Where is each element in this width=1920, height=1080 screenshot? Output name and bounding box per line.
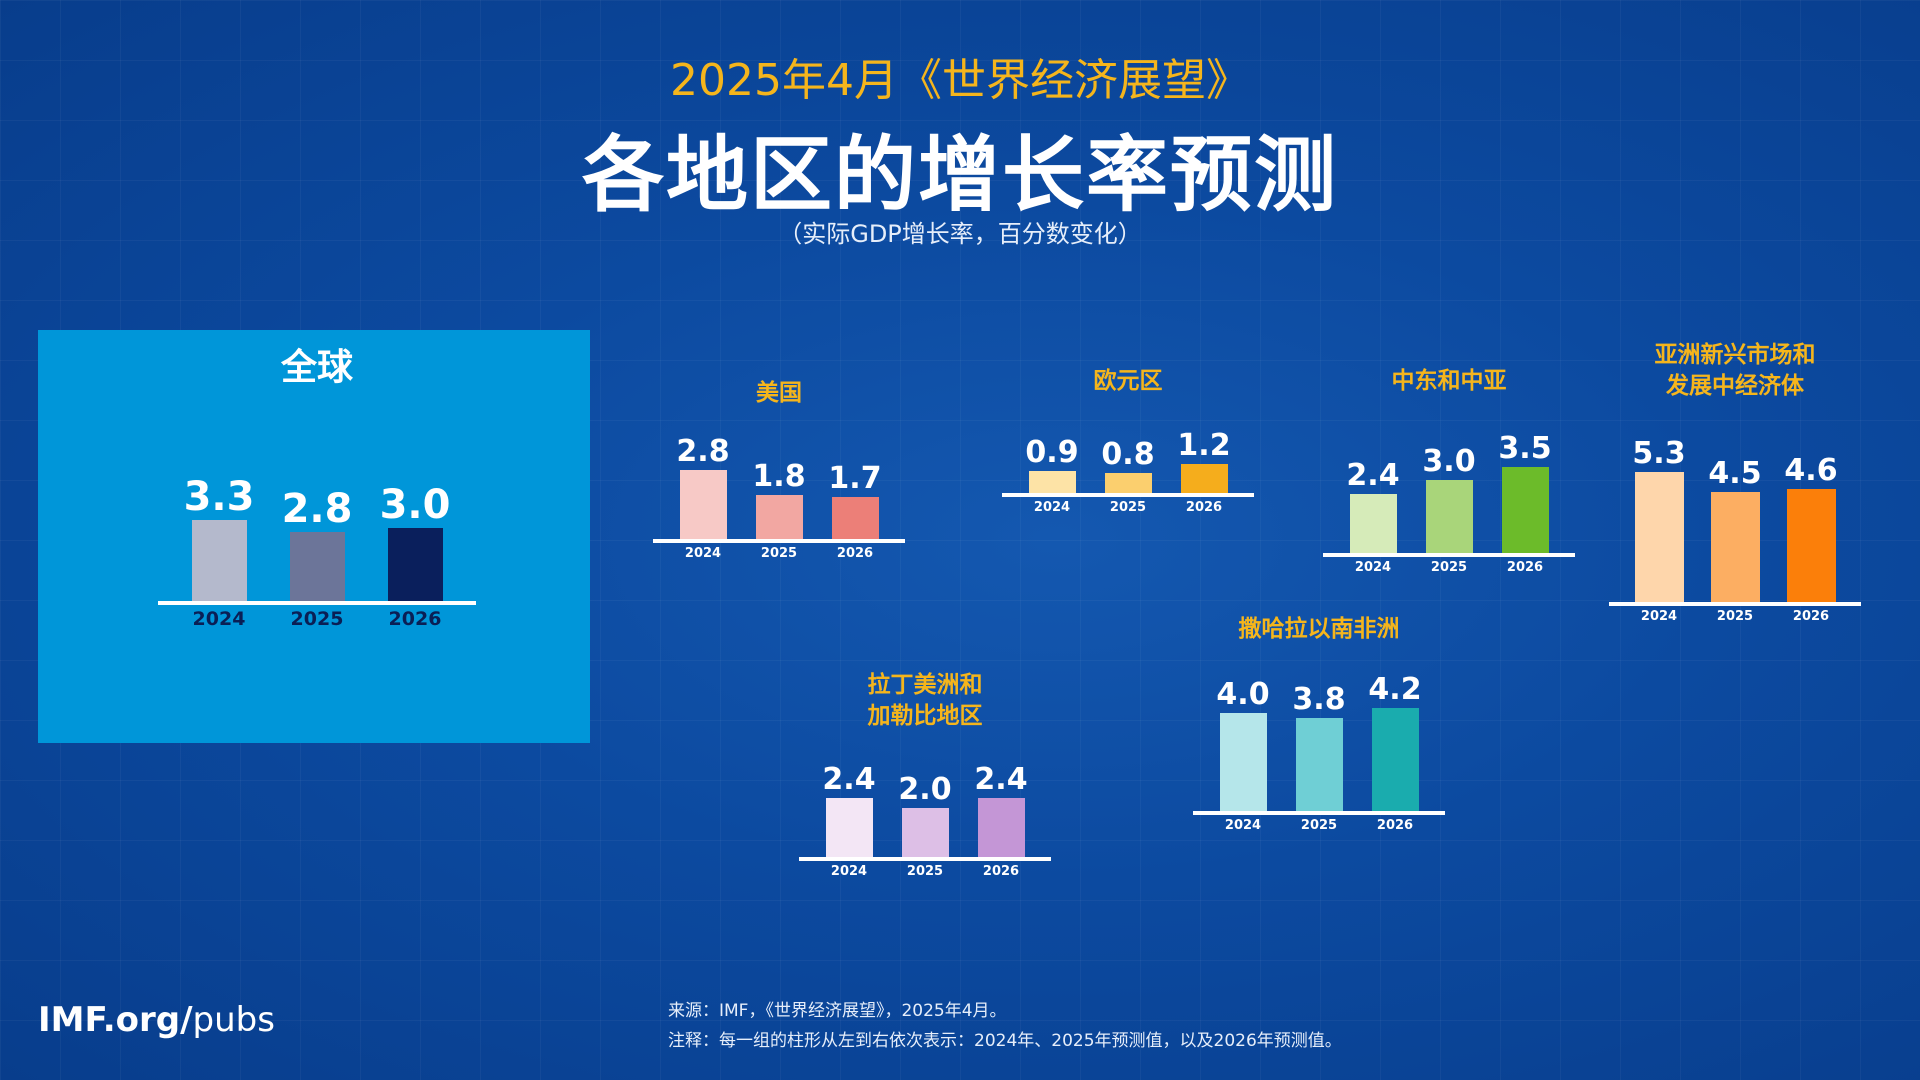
bar-2025 [1710,491,1760,602]
bar-2024 [1349,494,1397,553]
data-label: 3.5 [1498,431,1552,467]
tick-label: 2024 [192,608,246,630]
chart-baseline [158,601,476,605]
data-label: 2.8 [676,434,730,470]
bar-2025 [289,532,345,601]
tick-label: 2025 [1109,500,1147,515]
data-label: 2.8 [281,486,353,533]
logo-bold: IMF.org/ [38,1000,193,1040]
data-label: 0.9 [1025,434,1079,470]
tick-label: 2024 [684,546,722,561]
data-label: 4.0 [1216,677,1270,712]
data-label: 2.4 [1346,458,1400,494]
data-label: 4.5 [1708,455,1762,491]
chart-baseline [1002,493,1254,497]
bar-2025 [901,808,949,857]
chart-baseline [653,539,905,543]
tick-label: 2024 [830,864,868,879]
bar-2026 [1501,467,1549,553]
bar-2026 [1180,463,1228,493]
tick-label: 2025 [1300,818,1338,833]
data-label: 1.2 [1177,427,1231,463]
page-title: 各地区的增长率预测 [581,128,1338,223]
chart-title: 撒哈拉以南非洲 [1238,616,1400,642]
bar-2025 [755,494,803,539]
footnote: 注释：每一组的柱形从左到右依次表示：2024年、2025年预测值，以及2026年… [668,1031,1342,1051]
chart-title: 中东和中亚 [1391,368,1507,394]
tick-label: 2026 [1185,500,1223,515]
data-label: 3.8 [1292,681,1346,717]
bar-2024 [191,520,247,601]
tick-label: 2024 [1224,818,1262,833]
tick-label: 2026 [836,546,874,561]
data-label: 2.4 [822,762,876,798]
chart-baseline [1323,553,1575,557]
data-label: 2.0 [898,772,952,807]
tick-label: 2025 [760,546,798,561]
bar-2024 [1219,713,1267,811]
bar-2026 [1786,489,1836,602]
bar-2026 [387,527,443,601]
bar-2024 [679,470,727,539]
chart-title: 亚洲新兴市场和 发展中经济体 [1654,342,1816,399]
chart-title: 美国 [756,380,802,406]
subtitle: （实际GDP增长率，百分数变化） [778,220,1142,248]
chart-baseline [799,857,1051,861]
tick-label: 2026 [388,608,442,630]
tick-label: 2025 [906,864,944,879]
supertitle: 2025年4月《世界经济展望》 [670,55,1250,106]
bar-2026 [1371,708,1419,811]
bar-2024 [1634,472,1684,602]
data-label: 3.3 [183,474,255,521]
imf-logo-link[interactable]: IMF.org/pubs [38,1000,275,1040]
chart-title: 全球 [280,347,353,388]
logo-light: pubs [192,1000,275,1040]
chart-title: 欧元区 [1093,368,1163,394]
data-label: 3.0 [1422,443,1476,479]
chart-baseline [1193,811,1445,815]
bar-2025 [1295,717,1343,811]
tick-label: 2026 [1506,560,1544,575]
data-label: 1.8 [752,458,806,494]
data-label: 4.2 [1368,672,1422,708]
data-label: 3.0 [379,481,451,528]
tick-label: 2024 [1640,609,1678,624]
bar-2025 [1425,479,1473,553]
tick-label: 2025 [290,608,344,630]
tick-label: 2024 [1033,500,1071,515]
bar-2024 [1028,470,1076,493]
bar-2026 [977,798,1025,857]
tick-label: 2026 [1792,609,1830,624]
data-label: 0.8 [1101,437,1155,473]
chart-baseline [1609,602,1861,606]
tick-label: 2025 [1430,560,1468,575]
tick-label: 2024 [1354,560,1392,575]
data-label: 5.3 [1632,436,1686,472]
source-note: 来源：IMF，《世界经济展望》，2025年4月。 [668,1001,1007,1021]
bar-2026 [831,497,879,539]
data-label: 2.4 [974,762,1028,798]
data-label: 4.6 [1784,453,1838,489]
tick-label: 2025 [1716,609,1754,624]
chart-title: 拉丁美洲和 加勒比地区 [867,672,983,729]
tick-label: 2026 [1376,818,1414,833]
bar-2025 [1104,473,1152,493]
data-label: 1.7 [828,461,882,497]
tick-label: 2026 [982,864,1020,879]
bar-2024 [825,798,873,857]
